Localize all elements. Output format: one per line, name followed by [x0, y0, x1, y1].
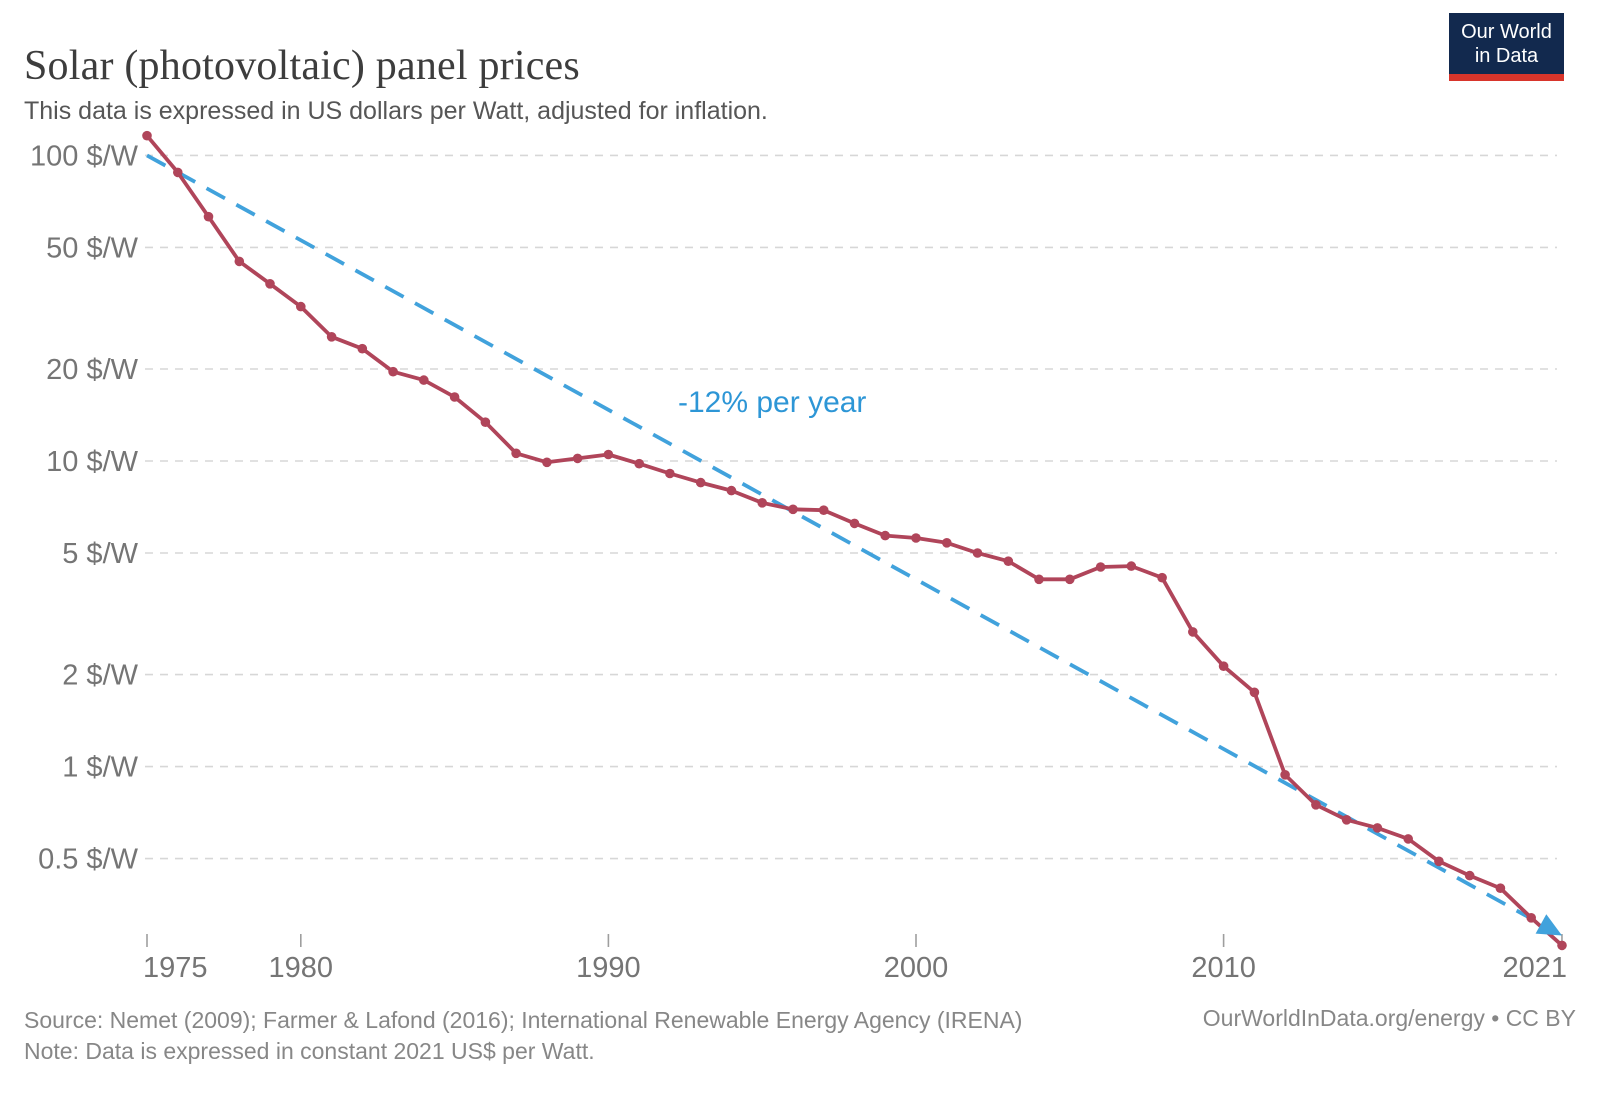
price-line[interactable] [145, 133, 1564, 948]
trend-label: -12% per year [678, 386, 866, 419]
data-point[interactable] [849, 518, 860, 529]
data-point[interactable] [942, 538, 952, 548]
data-point[interactable] [1065, 574, 1075, 585]
data-point[interactable] [1157, 572, 1167, 583]
trend-arrowhead [1535, 914, 1562, 936]
data-point[interactable] [480, 417, 491, 428]
data-point[interactable] [142, 130, 152, 141]
data-point[interactable] [572, 453, 583, 464]
x-axis-label: 2000 [884, 952, 949, 984]
data-point[interactable] [1495, 883, 1506, 893]
data-point[interactable] [1095, 562, 1106, 572]
page-subtitle: This data is expressed in US dollars per… [24, 97, 768, 125]
data-point[interactable] [788, 504, 798, 515]
data-point[interactable] [234, 256, 245, 267]
y-axis-label: 1 $/W [62, 752, 138, 784]
data-point[interactable] [1557, 940, 1567, 951]
owid-logo-red-bar [1449, 74, 1564, 81]
data-point[interactable] [726, 485, 737, 496]
data-point[interactable] [1403, 834, 1413, 844]
owid-logo-text: Our World in Data [1449, 13, 1564, 74]
data-point[interactable] [634, 458, 644, 469]
page-title: Solar (photovoltaic) panel prices [24, 43, 580, 90]
y-axis-label: 50 $/W [46, 232, 138, 264]
data-point[interactable] [603, 449, 614, 460]
x-axis-label: 1980 [269, 952, 334, 984]
data-note: Note: Data is expressed in constant 2021… [24, 1038, 595, 1064]
data-point[interactable] [757, 498, 767, 508]
data-point[interactable] [972, 548, 983, 558]
chart-footer: Source: Nemet (2009); Farmer & Lafond (2… [24, 1005, 1022, 1067]
data-point[interactable] [1434, 856, 1444, 867]
data-point[interactable] [1311, 800, 1321, 810]
data-point[interactable] [388, 366, 398, 377]
data-point[interactable] [880, 530, 890, 541]
y-axis-label: 2 $/W [62, 660, 138, 692]
data-point[interactable] [665, 468, 675, 479]
source-note: Source: Nemet (2009); Farmer & Lafond (2… [24, 1007, 1023, 1033]
data-point[interactable] [1188, 627, 1198, 637]
data-point[interactable] [449, 392, 460, 402]
x-axis-label: 2021 [1502, 952, 1567, 984]
data-point[interactable] [173, 167, 183, 178]
data-point[interactable] [1280, 770, 1290, 780]
data-point[interactable] [1372, 823, 1383, 833]
data-point[interactable] [695, 477, 706, 488]
owid-logo[interactable]: Our World in Data [1449, 13, 1564, 81]
y-axis-label: 5 $/W [62, 538, 138, 570]
owid-logo-line1: Our World [1461, 20, 1552, 43]
data-point[interactable] [265, 279, 275, 289]
data-point[interactable] [1341, 815, 1352, 825]
data-point[interactable] [911, 533, 921, 543]
owid-logo-line2: in Data [1474, 44, 1539, 67]
data-point[interactable] [296, 301, 306, 312]
data-point[interactable] [1218, 661, 1229, 671]
data-point[interactable] [511, 448, 521, 459]
data-point[interactable] [326, 332, 337, 342]
x-axis-label: 1975 [143, 952, 208, 984]
trend-line [146, 153, 1546, 928]
data-point[interactable] [1526, 913, 1536, 923]
x-axis-label: 1990 [576, 952, 641, 984]
data-point[interactable] [419, 375, 429, 385]
y-axis-label: 10 $/W [46, 446, 138, 478]
data-point[interactable] [1034, 574, 1044, 585]
y-axis-label: 0.5 $/W [38, 844, 139, 876]
data-point[interactable] [357, 343, 368, 354]
data-point[interactable] [1003, 556, 1014, 566]
y-axis-label: 100 $/W [30, 140, 139, 172]
x-axis-label: 2010 [1191, 952, 1256, 984]
data-point[interactable] [818, 505, 829, 515]
data-point[interactable] [203, 211, 214, 222]
data-point[interactable] [1249, 687, 1260, 698]
y-axis-label: 20 $/W [46, 354, 138, 386]
data-point[interactable] [542, 457, 552, 468]
data-point[interactable] [1126, 561, 1137, 571]
owid-link[interactable]: OurWorldInData.org/energy • CC BY [1202, 1005, 1576, 1031]
data-point[interactable] [1464, 870, 1475, 881]
